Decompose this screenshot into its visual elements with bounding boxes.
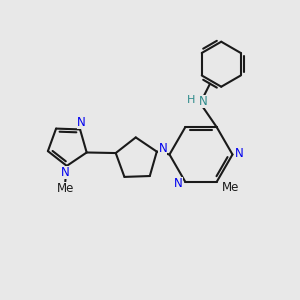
Text: N: N [199,95,208,108]
Text: N: N [174,177,183,190]
Text: H: H [187,94,195,105]
Text: Me: Me [222,181,239,194]
Text: Me: Me [57,182,74,195]
Text: N: N [235,146,244,160]
Text: N: N [77,116,86,129]
Text: N: N [61,166,70,179]
Text: N: N [158,142,167,154]
